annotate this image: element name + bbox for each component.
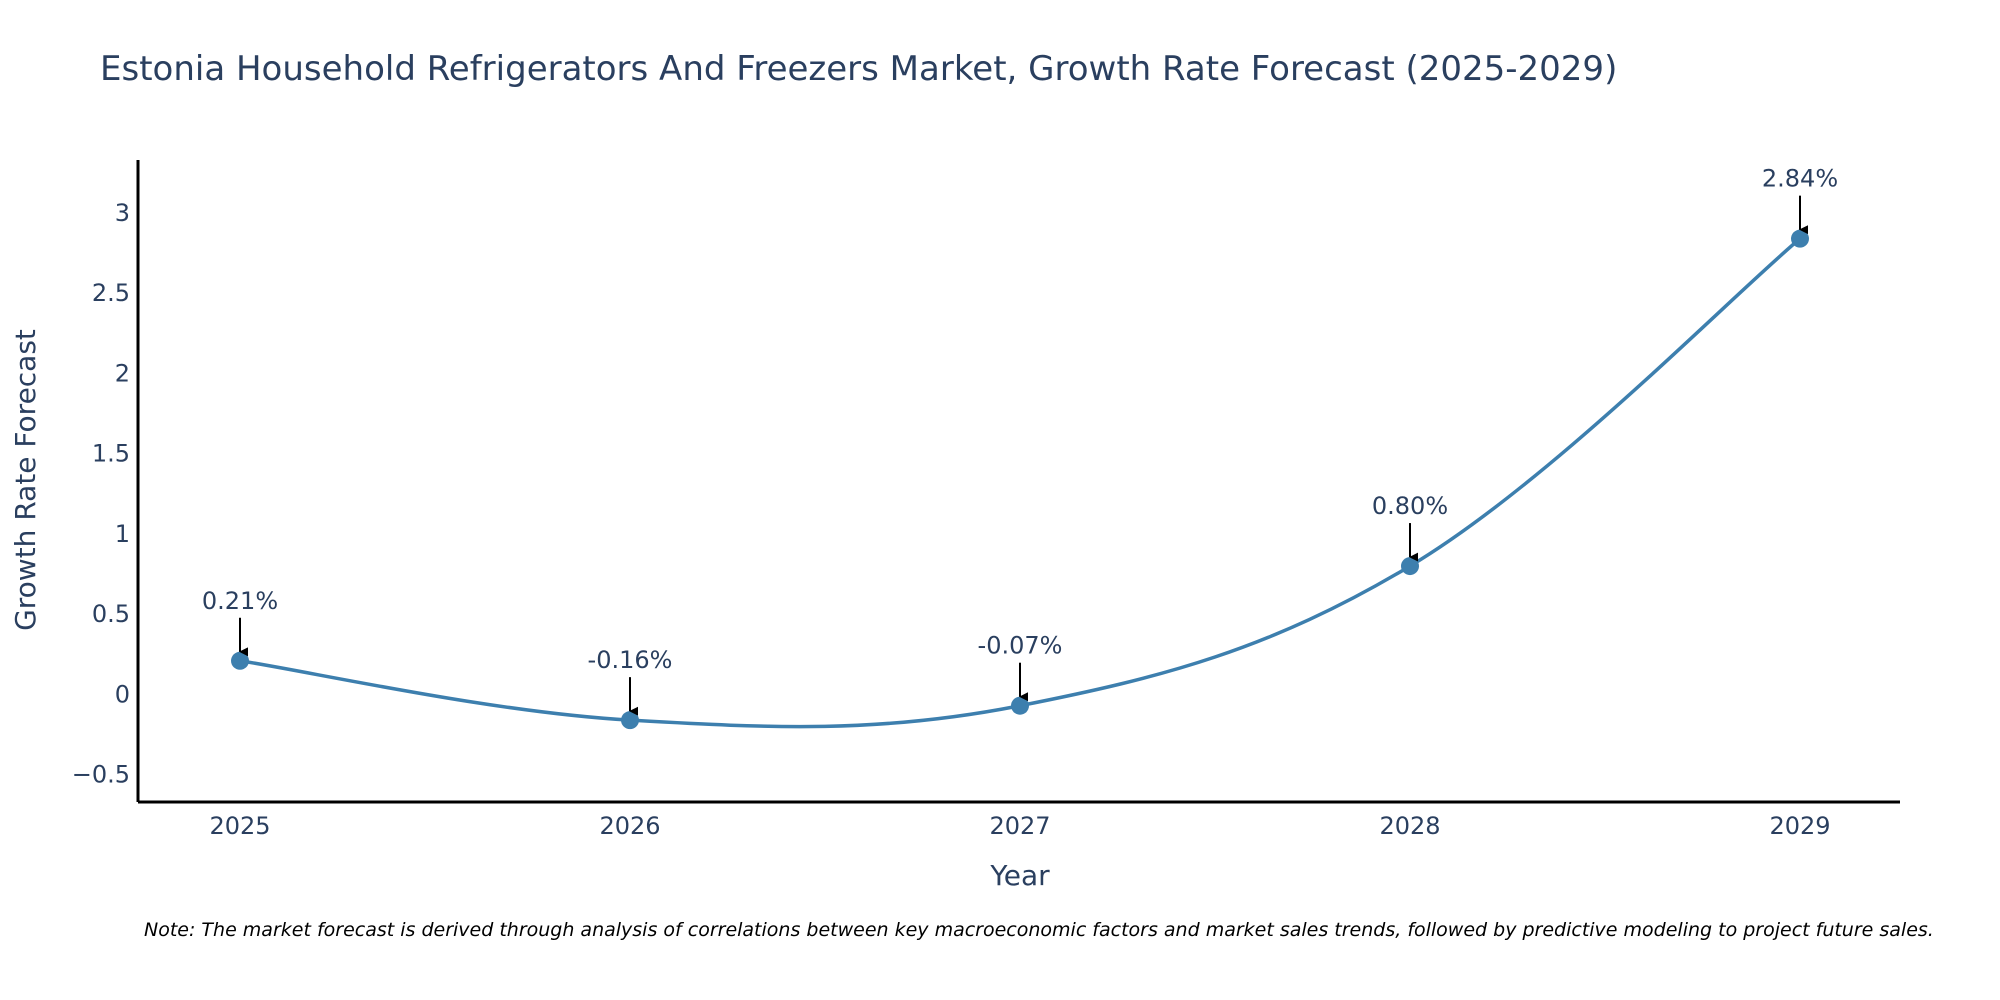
data-point (1401, 557, 1419, 576)
data-label: -0.07% (978, 632, 1063, 660)
data-label: 0.21% (202, 587, 278, 615)
y-tick-label: −0.5 (72, 761, 130, 789)
y-tick-label: 1 (115, 520, 130, 548)
y-tick-label: 1.5 (92, 440, 130, 468)
data-point (1011, 696, 1029, 715)
x-tick-label: 2025 (209, 812, 270, 840)
y-axis-title: Growth Rate Forecast (9, 329, 42, 631)
y-tick-label: 2 (115, 359, 130, 387)
data-point (231, 651, 249, 670)
data-point (1791, 229, 1809, 248)
y-tick-label: 0 (115, 680, 130, 708)
x-tick-label: 2026 (599, 812, 660, 840)
x-tick-label: 2027 (989, 812, 1050, 840)
chart-title: Estonia Household Refrigerators And Free… (100, 49, 1617, 89)
x-axis-title: Year (989, 859, 1050, 892)
series-line (239, 237, 1802, 729)
data-label: -0.16% (588, 646, 673, 674)
y-tick-label: 3 (115, 199, 130, 227)
x-tick-label: 2028 (1379, 812, 1440, 840)
data-label: 2.84% (1762, 165, 1838, 193)
footnote: Note: The market forecast is derived thr… (144, 919, 1934, 941)
data-point (621, 711, 639, 730)
plot-area: −0.5 0 0.5 1 1.5 2 2.5 3 2025 2026 2027 2028 2029 0.2… (72, 160, 1900, 840)
y-tick-label: 0.5 (92, 600, 130, 628)
data-label: 0.80% (1372, 492, 1448, 520)
x-tick-label: 2029 (1769, 812, 1830, 840)
y-tick-label: 2.5 (92, 279, 130, 307)
